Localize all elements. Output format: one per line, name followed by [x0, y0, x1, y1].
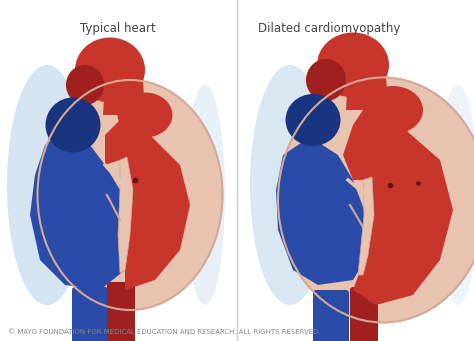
Polygon shape — [276, 137, 368, 285]
Ellipse shape — [66, 65, 104, 105]
Ellipse shape — [7, 65, 87, 305]
Ellipse shape — [363, 86, 423, 134]
Polygon shape — [358, 177, 374, 275]
Ellipse shape — [306, 59, 346, 101]
Text: Typical heart: Typical heart — [80, 22, 156, 35]
Ellipse shape — [438, 85, 474, 305]
FancyBboxPatch shape — [72, 287, 108, 341]
Text: © MAYO FOUNDATION FOR MEDICAL EDUCATION AND RESEARCH. ALL RIGHTS RESERVED.: © MAYO FOUNDATION FOR MEDICAL EDUCATION … — [8, 329, 320, 335]
Ellipse shape — [278, 77, 474, 323]
Polygon shape — [343, 110, 453, 305]
Polygon shape — [346, 75, 388, 110]
Ellipse shape — [46, 98, 100, 152]
Polygon shape — [105, 120, 190, 290]
Ellipse shape — [37, 80, 222, 310]
Polygon shape — [118, 157, 133, 273]
Ellipse shape — [285, 94, 340, 146]
FancyBboxPatch shape — [107, 282, 135, 341]
Polygon shape — [30, 130, 130, 290]
Polygon shape — [103, 80, 145, 115]
FancyBboxPatch shape — [313, 290, 349, 341]
FancyBboxPatch shape — [350, 287, 378, 341]
Ellipse shape — [250, 65, 330, 305]
Ellipse shape — [317, 32, 389, 98]
Text: Dilated cardiomyopathy: Dilated cardiomyopathy — [258, 22, 401, 35]
Ellipse shape — [118, 92, 173, 137]
Ellipse shape — [75, 38, 145, 103]
Ellipse shape — [185, 85, 225, 305]
